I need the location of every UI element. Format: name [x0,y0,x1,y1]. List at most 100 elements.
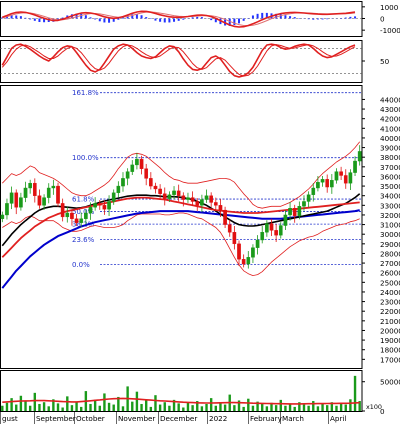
price-panel: 4400043000420004100040000390003800037000… [0,89,400,364]
x-axis-label: 2022 [209,414,227,423]
candle-body [204,195,209,200]
price-tick-label: 19000 [380,336,400,345]
price-tick-label: 22000 [380,307,400,316]
candle-body [28,182,32,189]
candle-body [251,247,255,258]
candle-body [51,185,56,189]
x-axis-label: gust [2,414,18,423]
stoch-tick-label: 50 [380,57,390,66]
panel-frame-stoch [0,40,363,83]
candle-body [343,175,348,184]
price-tick-label: 31000 [380,221,400,230]
x-axis-label: November [118,414,155,423]
price-tick-label: 39000 [380,144,400,153]
candle-body [144,168,149,179]
candle-body [116,185,121,194]
candle-body [209,195,213,203]
candle-body [5,203,9,216]
candle-body [181,195,186,200]
price-tick-label: 32000 [380,211,400,220]
panel-frame-vol [0,370,363,412]
candle-body [79,218,84,223]
candle-body [218,205,223,211]
candle-body [311,187,316,195]
x-axis-label: October [76,414,105,423]
price-tick-label: 18000 [380,346,400,355]
candle-body [153,185,158,190]
candle-body [74,218,79,223]
fib-level-label: 61.8% [72,196,95,204]
candle-body [283,214,288,226]
candle-body [0,214,5,219]
candle-body [107,201,111,210]
price-tick-label: 37000 [380,163,400,172]
volume-moving-average [2,397,360,405]
macd-tick-label: 0 [380,15,385,24]
price-tick-label: 35000 [380,182,400,191]
candle-body [176,190,181,196]
candle-body [339,171,343,176]
bollinger-upper-band [2,141,361,209]
candle-body [260,232,265,241]
candle-body [37,195,42,206]
candle-body [274,230,278,236]
candle-body [9,192,14,204]
candle-body [111,192,116,202]
candle-body [46,187,51,198]
price-tick-label: 28000 [380,249,400,258]
price-tick-label: 38000 [380,153,400,162]
moving-average-long [1,209,360,289]
candle-body [84,212,88,219]
x-axis-label: March [282,414,304,423]
candle-body [130,164,135,172]
candle-body [70,212,74,219]
candle-body [348,172,353,184]
stoch-signal-line [1,44,356,77]
price-tick-label: 25000 [380,278,400,287]
x-axis-label: September [36,414,76,423]
candle-body [135,158,139,166]
candle-body [60,203,65,218]
candle-body [227,224,232,233]
candle-body [93,203,97,208]
price-tick-label: 42000 [380,115,400,124]
fib-level-label: 0.0% [72,261,90,269]
candle-body [246,257,251,265]
candle-body [56,185,60,204]
price-tick-label: 26000 [380,269,400,278]
price-tick-label: 40000 [380,134,400,143]
price-tick-label: 41000 [380,124,400,133]
price-tick-label: 33000 [380,201,400,210]
price-tick-label: 20000 [380,326,400,335]
candle-body [306,194,311,202]
candle-body [297,206,302,217]
fib-level-label: 100.0% [72,154,99,162]
candle-body [357,151,362,162]
candle-body [139,158,144,169]
candle-body [186,197,190,200]
price-tick-label: 29000 [380,240,400,249]
price-tick-label: 36000 [380,172,400,181]
candle-body [353,160,357,173]
candle-body [172,190,176,195]
candle-body [42,197,46,206]
candle-body [190,197,195,202]
candle-body [237,243,241,260]
volume-tick-label: 0 [380,407,385,416]
candle-body [14,192,19,208]
bollinger-lower-band [2,212,360,277]
macd-line [2,10,356,28]
x-axis-label: April [330,414,346,423]
candle-body [325,179,330,188]
price-tick-label: 21000 [380,317,400,326]
fib-level-label: 161.8% [72,89,99,97]
candle-body [19,197,23,208]
candle-body [320,179,325,183]
price-tick-label: 30000 [380,230,400,239]
candle-body [65,212,70,218]
candle-body [32,182,37,196]
candle-body [162,193,167,199]
candle-body [121,178,125,187]
